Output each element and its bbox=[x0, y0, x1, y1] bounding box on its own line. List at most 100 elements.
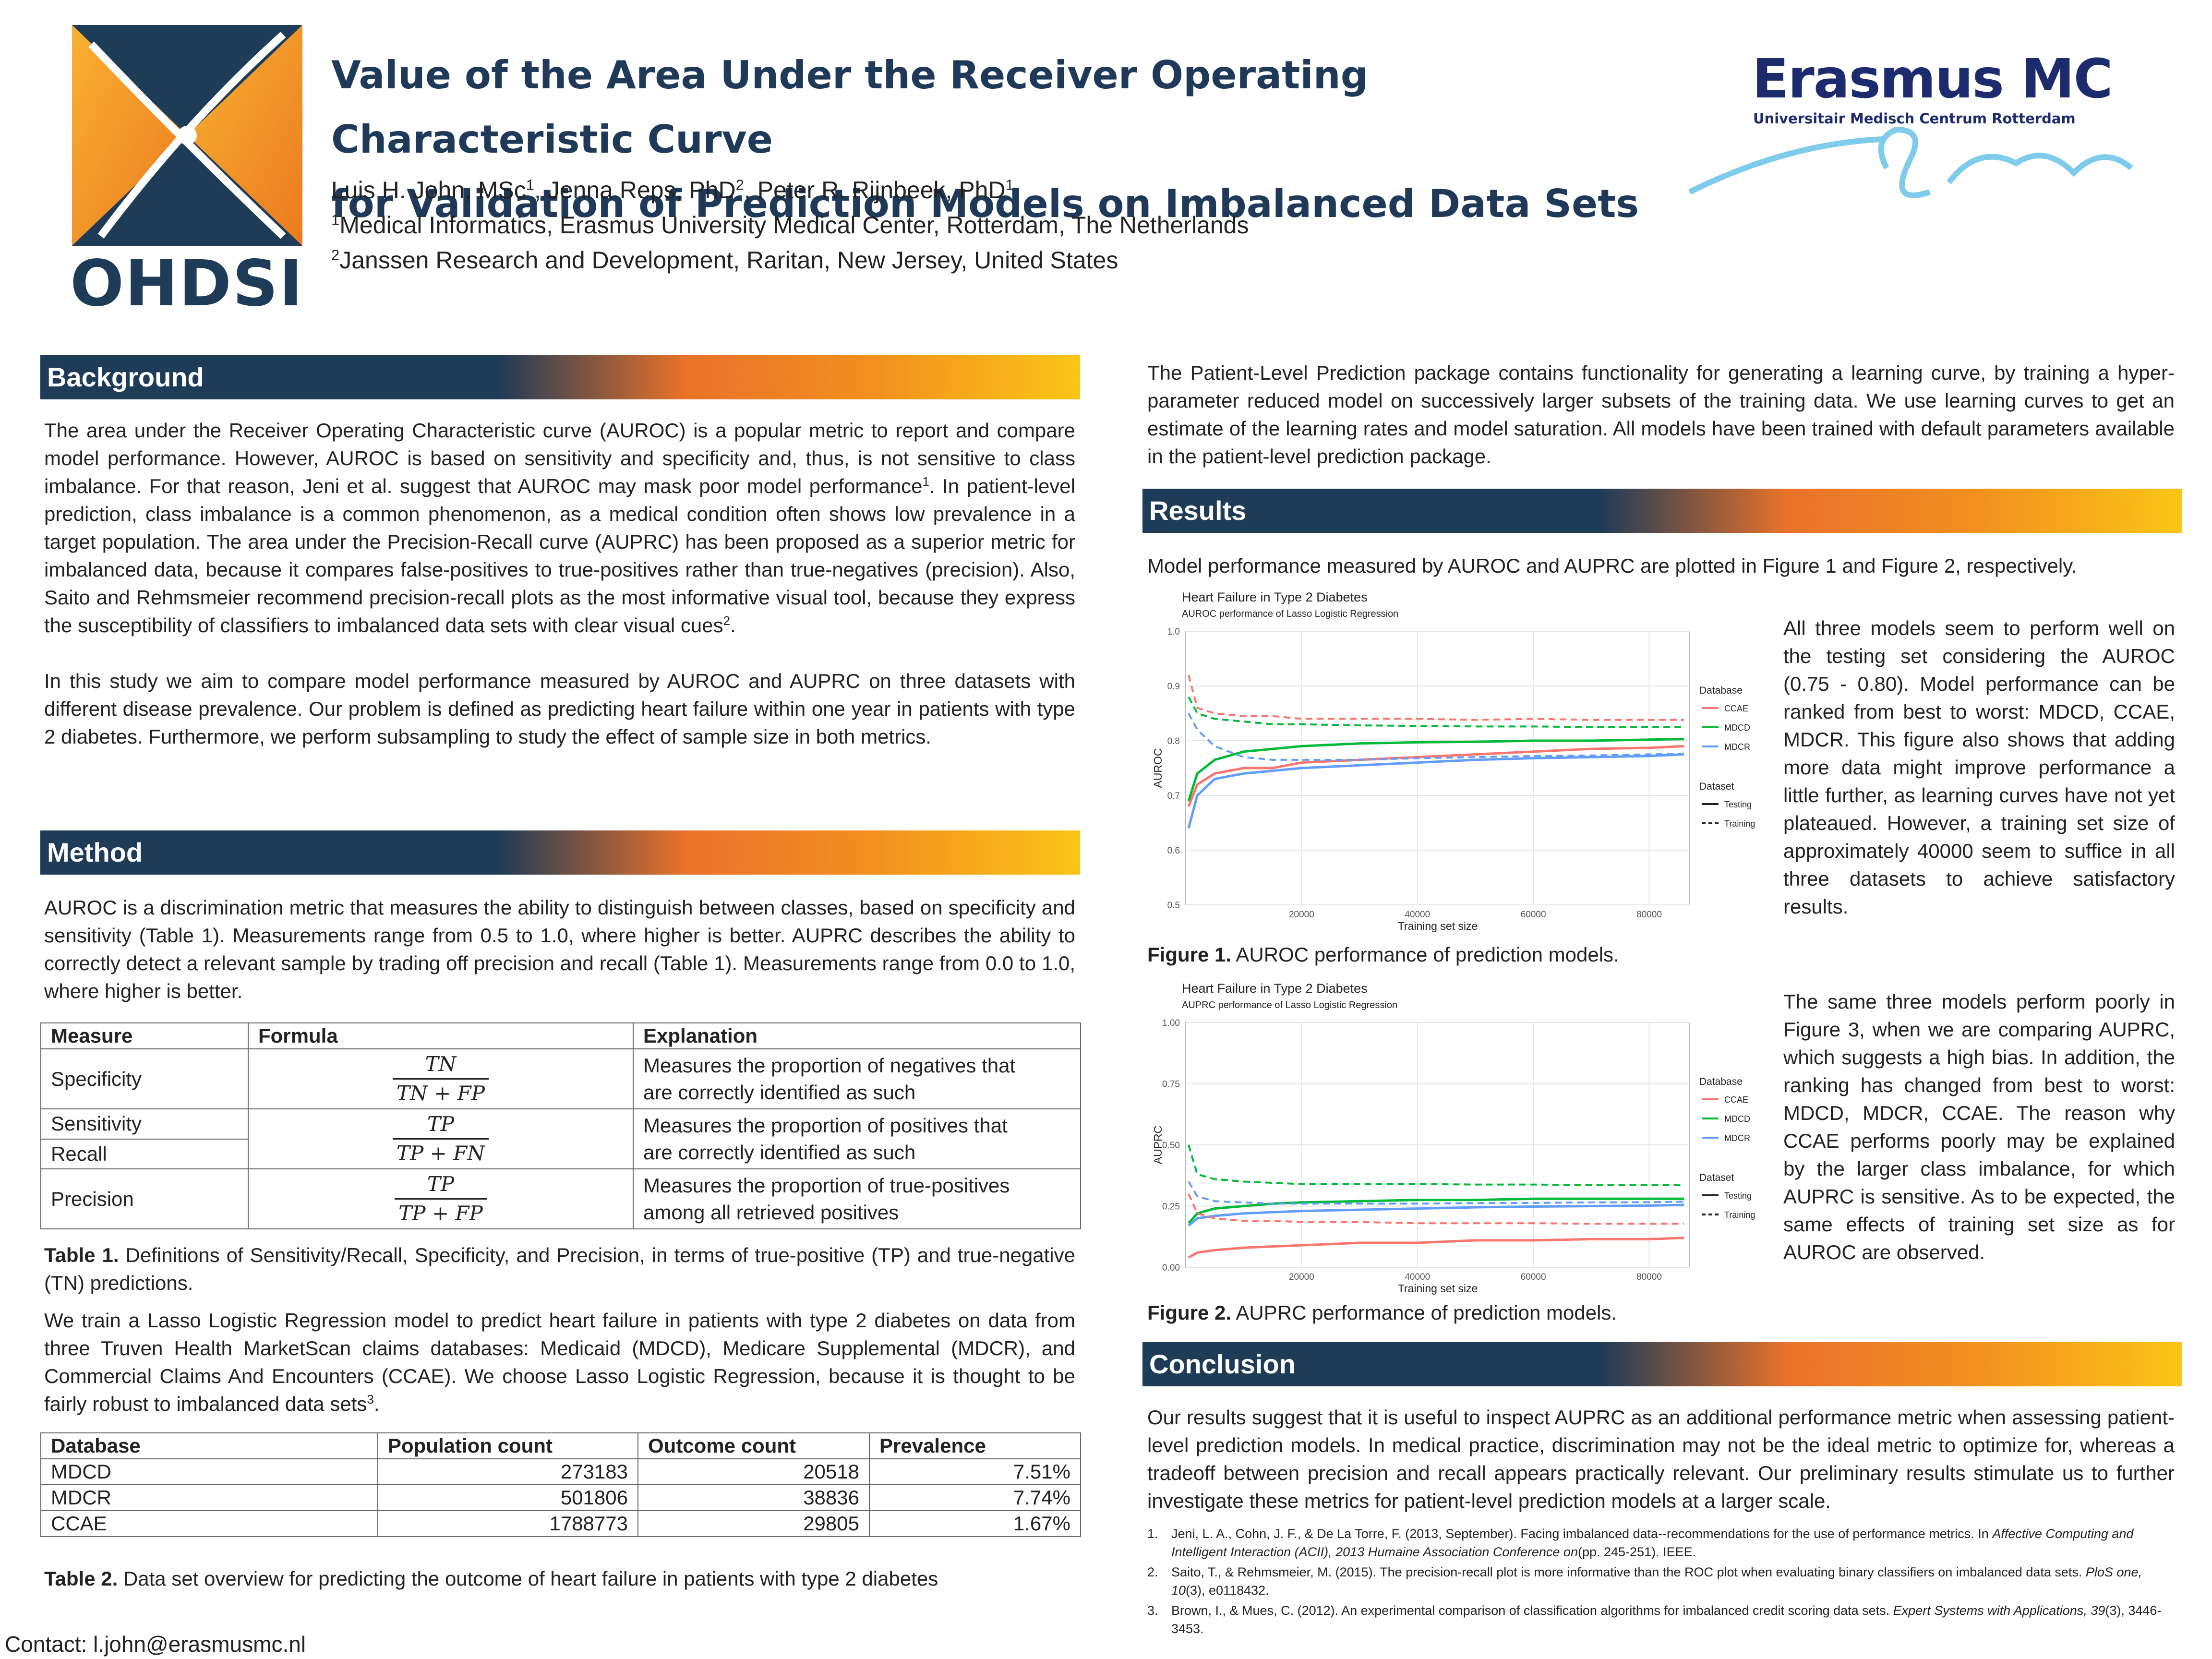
table-2-header-outcome: Outcome count bbox=[637, 1432, 870, 1459]
chart-title: Heart Failure in Type 2 Diabetes bbox=[1182, 590, 1368, 604]
reference-body: Brown, I., & Mues, C. (2012). An experim… bbox=[1171, 1603, 1893, 1618]
legend-label-training: Training bbox=[1724, 1210, 1755, 1220]
background-section: The area under the Receiver Operating Ch… bbox=[44, 417, 1075, 751]
explanation-specificity: Measures the proportion of negatives tha… bbox=[633, 1048, 1081, 1109]
formula-specificity: TN TN + FP bbox=[248, 1048, 634, 1109]
background-p1-part-b: . In patient-level prediction, class imb… bbox=[44, 475, 1075, 637]
x-tick-label: 40000 bbox=[1405, 910, 1430, 920]
table-2-header-row: Database Population count Outcome count … bbox=[40, 1432, 1081, 1459]
reference-number: 1. bbox=[1147, 1527, 1158, 1541]
x-axis-label: Training set size bbox=[1398, 1282, 1478, 1295]
explanation-line: Measures the proportion of positives tha… bbox=[643, 1114, 1008, 1137]
author-1: Luis H. John, MSc bbox=[331, 177, 526, 204]
legend-label-mdcd: MDCD bbox=[1724, 1114, 1750, 1124]
table-row: MDCR 501806 38836 7.74% bbox=[40, 1484, 1081, 1511]
affiliation-2-sup: 2 bbox=[331, 246, 340, 264]
legend-label-training: Training bbox=[1724, 819, 1755, 829]
reference-text: Jeni, L. A., Cohn, J. F., & De La Torre,… bbox=[1171, 1525, 2175, 1561]
background-ref-2: 2 bbox=[723, 613, 731, 628]
reference-item: 3. Brown, I., & Mues, C. (2012). An exper… bbox=[1147, 1601, 2175, 1638]
reference-text: Brown, I., & Mues, C. (2012). An experim… bbox=[1171, 1601, 2175, 1638]
table-1-header-explanation: Explanation bbox=[633, 1022, 1081, 1049]
table-2-header-population: Population count bbox=[377, 1432, 638, 1459]
y-tick-label: 1.0 bbox=[1167, 627, 1180, 637]
cell-population: 273183 bbox=[377, 1458, 638, 1485]
chart-subtitle: AUPRC performance of Lasso Logistic Regr… bbox=[1182, 1000, 1397, 1010]
background-header: Background bbox=[40, 355, 1080, 399]
affiliation-2-text: Janssen Research and Development, Rarita… bbox=[339, 247, 1118, 274]
table-2-caption-label: Table 2. bbox=[44, 1567, 118, 1590]
explanation-line: Measures the proportion of negatives tha… bbox=[643, 1054, 1016, 1077]
ohdsi-logo: OHDSI bbox=[70, 25, 302, 321]
figure-1-caption-label: Figure 1. bbox=[1147, 943, 1232, 966]
y-tick-label: 0.25 bbox=[1162, 1202, 1180, 1212]
background-paragraph-1: The area under the Receiver Operating Ch… bbox=[44, 417, 1075, 639]
chart-subtitle: AUROC performance of Lasso Logistic Regr… bbox=[1182, 609, 1398, 619]
legend-title-database: Database bbox=[1699, 685, 1743, 696]
table-1-caption-body: Definitions of Sensitivity/Recall, Speci… bbox=[44, 1244, 1075, 1294]
right-intro-block: The Patient-Level Prediction package con… bbox=[1147, 359, 2175, 470]
reference-journal: Expert Systems with Applications, 39 bbox=[1893, 1603, 2105, 1618]
background-p1-part-c: . bbox=[730, 614, 736, 637]
background-paragraph-2: In this study we aim to compare model pe… bbox=[44, 670, 1075, 748]
ohdsi-wordmark: OHDSI bbox=[70, 247, 304, 321]
cell-prevalence: 7.51% bbox=[869, 1458, 1081, 1485]
figure-1-caption-text: Figure 1. AUROC performance of predictio… bbox=[1147, 941, 2155, 969]
method-paragraph-2: We train a Lasso Logistic Regression mod… bbox=[44, 1307, 1075, 1418]
author-line: Luis H. John, MSc1, Jenna Reps, PhD2, Pe… bbox=[331, 173, 1249, 208]
series-line-mdcr-training bbox=[1188, 713, 1684, 761]
y-tick-label: 0.9 bbox=[1167, 682, 1180, 692]
cell-prevalence: 1.67% bbox=[869, 1510, 1081, 1537]
poster-title: Value of the Area Under the Receiver Ope… bbox=[331, 43, 1675, 236]
y-axis-label: AUPRC bbox=[1152, 1126, 1164, 1165]
table-1-header-formula: Formula bbox=[248, 1022, 634, 1049]
conclusion-header: Conclusion bbox=[1142, 1342, 2182, 1386]
denominator: TN + FP bbox=[396, 1082, 485, 1105]
series-line-ccae-training bbox=[1188, 1193, 1684, 1225]
denominator: TP + FP bbox=[398, 1202, 483, 1225]
y-tick-label: 0.6 bbox=[1167, 846, 1180, 856]
table-2-header-prevalence: Prevalence bbox=[869, 1432, 1081, 1459]
affiliation-1-text: Medical Informatics, Erasmus University … bbox=[339, 212, 1249, 239]
explanation-line: are correctly identified as such bbox=[643, 1081, 916, 1104]
series-line-mdcr-training bbox=[1188, 1181, 1684, 1205]
cell-precision: Precision bbox=[40, 1168, 249, 1229]
erasmus-mc-subtitle: Universitair Medisch Centrum Rotterdam bbox=[1753, 110, 2076, 127]
method-header: Method bbox=[40, 830, 1080, 875]
table-1-definitions: Measure Formula Explanation Specificity … bbox=[40, 1022, 1081, 1229]
table-1-row-specificity: Specificity TN TN + FP Measures the propo… bbox=[40, 1048, 1081, 1109]
table-row: CCAE 1788773 29805 1.67% bbox=[40, 1510, 1081, 1537]
reference-text: Saito, T., & Rehmsmeier, M. (2015). The … bbox=[1171, 1563, 2175, 1599]
table-1-row-sensitivity: Sensitivity TP TP + FN Measures the propo… bbox=[40, 1108, 1081, 1169]
contact-info: Contact: l.john@erasmusmc.nl bbox=[5, 1632, 306, 1657]
figure-1-discussion: All three models seem to perform well on… bbox=[1783, 614, 2175, 921]
reference-item: 1. Jeni, L. A., Cohn, J. F., & De La Torr… bbox=[1147, 1525, 2175, 1561]
background-p1-part-a: The area under the Receiver Operating Ch… bbox=[44, 419, 1075, 497]
legend-label-ccae: CCAE bbox=[1724, 1095, 1748, 1105]
formula-precision: TP TP + FP bbox=[248, 1168, 634, 1229]
affiliation-1: 1Medical Informatics, Erasmus University… bbox=[331, 208, 1249, 243]
series-line-ccae-testing bbox=[1188, 1237, 1684, 1259]
method-ref-3: 3 bbox=[367, 1392, 374, 1407]
series-line-mdcd-training bbox=[1188, 696, 1684, 728]
table-1-caption: Table 1. Definitions of Sensitivity/Reca… bbox=[44, 1241, 1075, 1297]
cell-prevalence: 7.74% bbox=[869, 1484, 1081, 1511]
conclusion-text: Our results suggest that it is useful to… bbox=[1147, 1406, 2175, 1512]
background-ref-1: 1 bbox=[922, 474, 929, 489]
cell-population: 501806 bbox=[377, 1484, 638, 1511]
table-1-caption-label: Table 1. bbox=[44, 1244, 119, 1266]
method-p2-part-b: . bbox=[373, 1393, 380, 1415]
x-tick-label: 80000 bbox=[1636, 910, 1662, 920]
auprc-chart-svg: Heart Failure in Type 2 Diabetes AUPRC pe… bbox=[1152, 981, 1755, 1295]
figure-2-caption-label: Figure 2. bbox=[1147, 1301, 1232, 1324]
reference-body: Saito, T., & Rehmsmeier, M. (2015). The … bbox=[1171, 1565, 2086, 1579]
method-section: AUROC is a discrimination metric that me… bbox=[44, 894, 1075, 1005]
ohdsi-logo-mark bbox=[72, 25, 302, 246]
formula-sensitivity: TP TP + FN bbox=[248, 1108, 634, 1169]
table-2-dataset-overview: Database Population count Outcome count … bbox=[40, 1432, 1081, 1537]
reference-body: Jeni, L. A., Cohn, J. F., & De La Torre,… bbox=[1171, 1527, 1993, 1541]
y-tick-label: 0.75 bbox=[1162, 1080, 1180, 1090]
y-axis-label: AUROC bbox=[1152, 748, 1164, 788]
legend-title-dataset: Dataset bbox=[1699, 781, 1734, 792]
cell-outcome: 38836 bbox=[637, 1484, 870, 1511]
